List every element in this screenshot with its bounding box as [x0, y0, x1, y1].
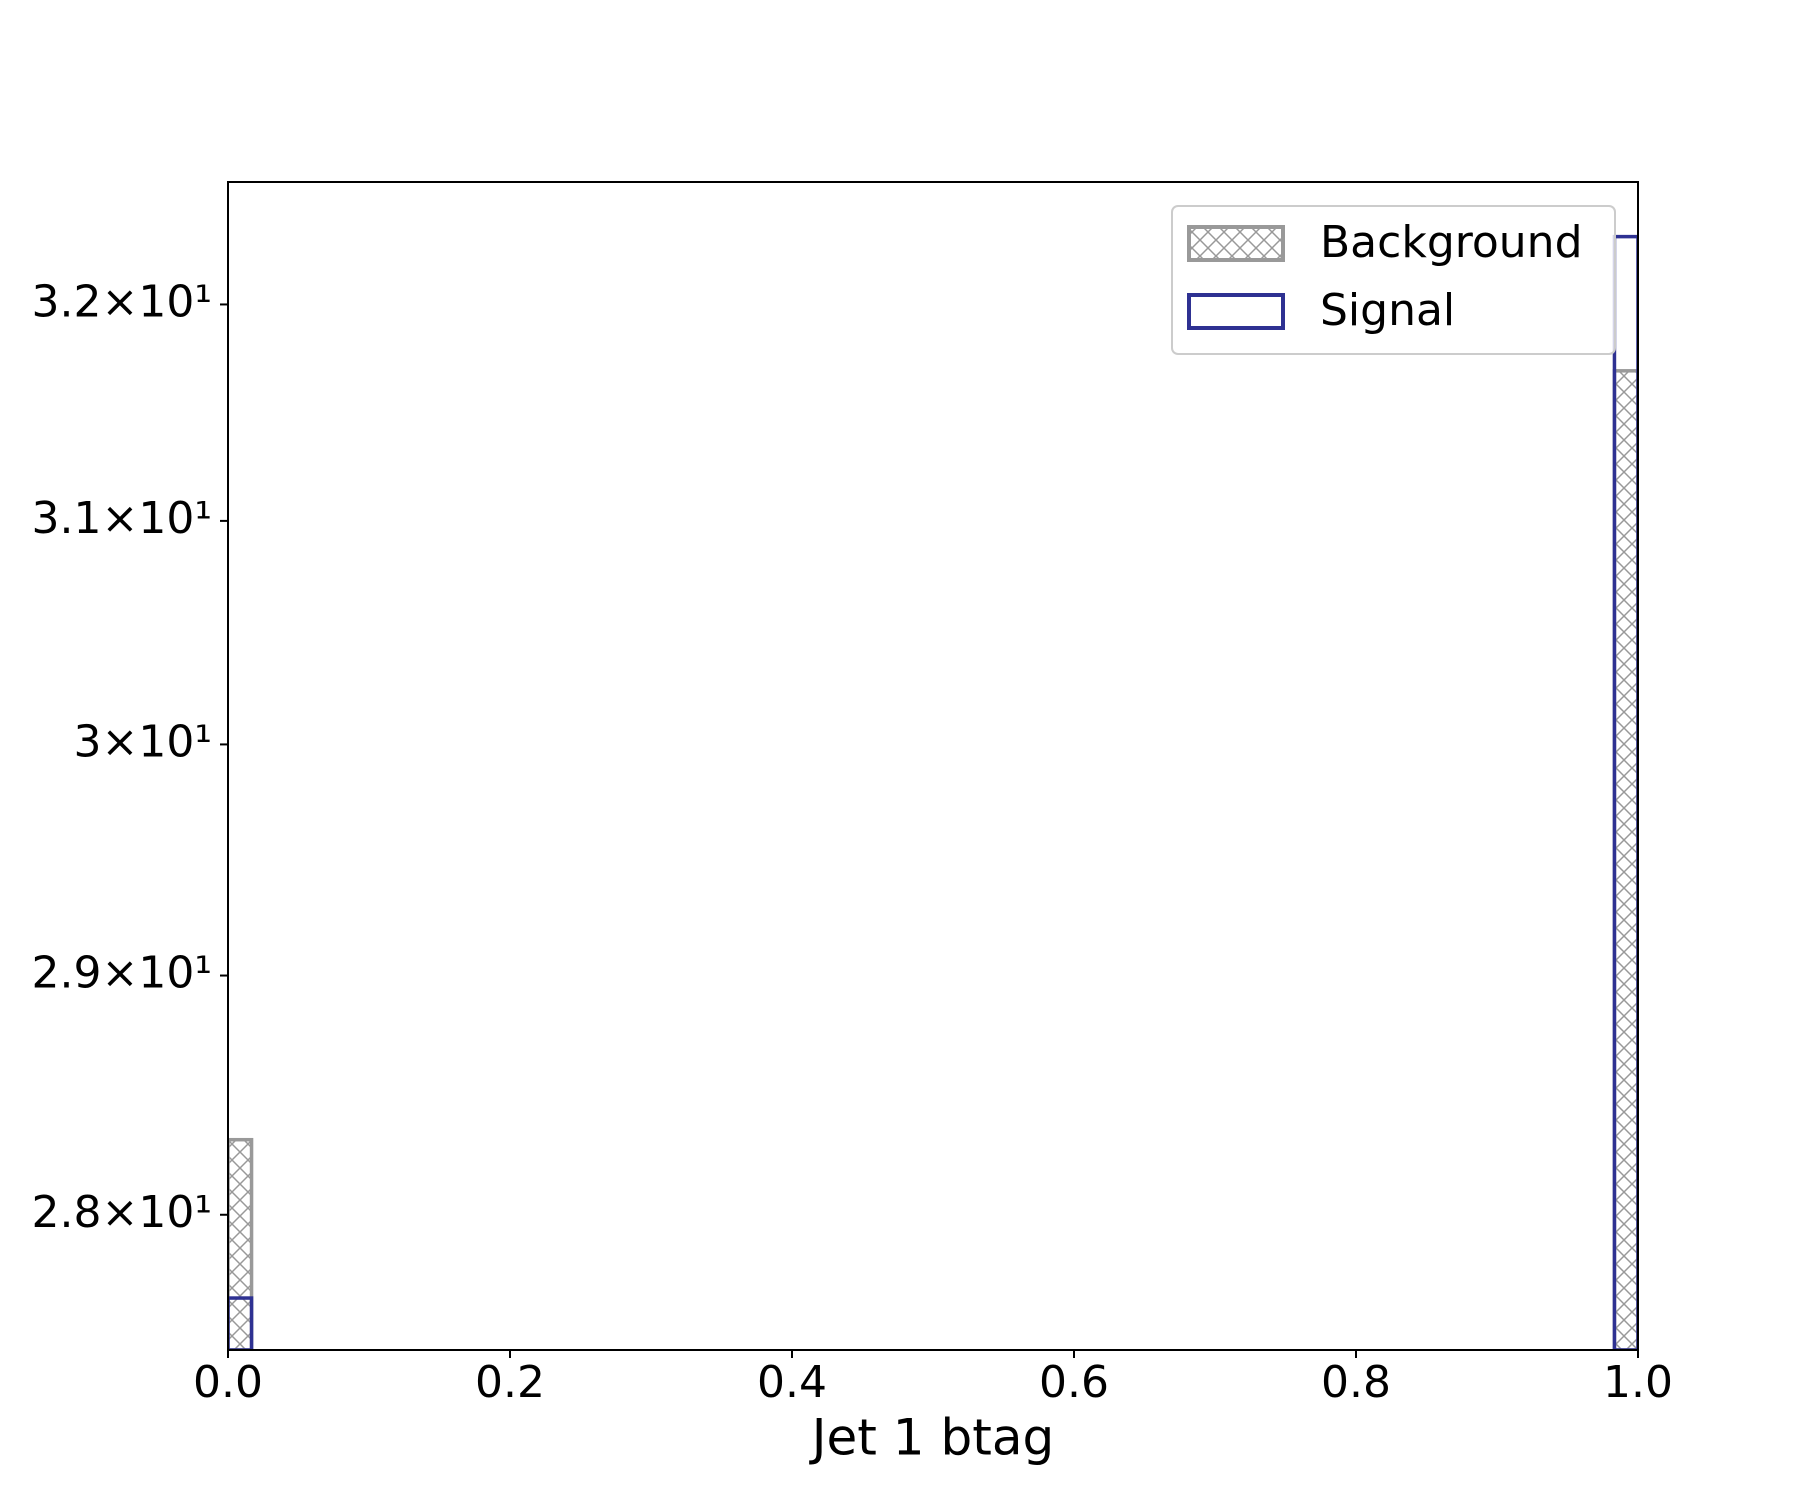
x-tick-label: 0.4 — [757, 1357, 827, 1408]
y-tick-label: 3.1×10¹ — [32, 493, 212, 544]
legend-label: Signal — [1320, 285, 1455, 336]
x-tick-label: 0.2 — [475, 1357, 545, 1408]
y-tick-label: 3.2×10¹ — [32, 276, 212, 327]
x-tick-label: 0.6 — [1039, 1357, 1109, 1408]
y-tick-label: 2.9×10¹ — [32, 948, 212, 999]
histogram-bar — [228, 1296, 254, 1350]
y-tick-label: 2.8×10¹ — [32, 1187, 212, 1238]
x-tick-label: 0.8 — [1321, 1357, 1391, 1408]
bars — [228, 234, 1638, 1350]
plot-frame — [227, 181, 1639, 1351]
histogram-bar — [1612, 369, 1638, 1350]
histogram-bar — [1612, 234, 1638, 1350]
legend-swatch — [1187, 225, 1285, 262]
histogram-bar — [228, 1137, 254, 1350]
legend-swatch — [1187, 293, 1285, 330]
legend-label: Background — [1320, 217, 1583, 268]
legend: Background Signal — [1171, 205, 1616, 355]
x-tick-label: 0.0 — [193, 1357, 263, 1408]
x-axis-label: Jet 1 btag — [809, 1409, 1054, 1467]
y-tick-label: 3×10¹ — [74, 716, 213, 767]
x-tick-label: 1.0 — [1603, 1357, 1673, 1408]
